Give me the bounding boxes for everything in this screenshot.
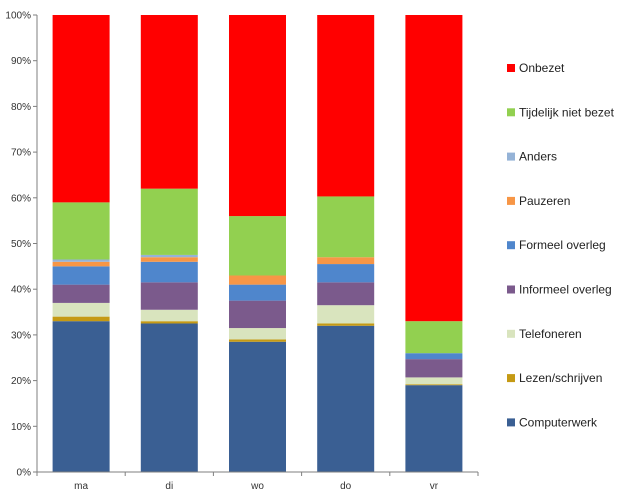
bar-segment-vr-3: [405, 359, 463, 378]
legend-swatch: [507, 152, 515, 161]
legend-label: Anders: [519, 150, 557, 164]
bar-segment-vr-4: [405, 353, 463, 360]
legend-label: Telefoneren: [519, 327, 582, 341]
bar-segment-vr-2: [405, 377, 463, 385]
bar-segment-di-8: [140, 15, 198, 189]
x-tick-label: ma: [74, 481, 88, 492]
legend-swatch: [507, 196, 515, 205]
bar-segment-di-2: [140, 309, 198, 322]
legend-label: Informeel overleg: [519, 283, 612, 297]
bar-segment-ma-2: [52, 302, 110, 317]
y-tick-label: 100%: [5, 11, 31, 22]
bar-segment-wo-7: [229, 216, 286, 276]
bar-segment-vr-8: [405, 15, 463, 322]
legend-swatch: [507, 241, 515, 250]
bar-segment-do-1: [317, 323, 375, 326]
bar-segment-wo-5: [229, 275, 286, 285]
bar-segment-do-4: [317, 264, 375, 283]
bar-segment-vr-0: [405, 385, 463, 472]
legend-label: Lezen/schrijven: [519, 371, 602, 385]
bar-segment-di-7: [140, 188, 198, 255]
axes: ma di wo do vr 0% 10% 20% 30% 40% 50% 60% 70% 80% 90% 1…: [5, 11, 479, 492]
y-tick-label: 90%: [11, 56, 31, 67]
bar-segment-ma-6: [52, 259, 110, 262]
bar-segment-di-6: [140, 254, 198, 258]
y-tick-label: 0%: [17, 468, 32, 479]
y-tick-label: 60%: [11, 193, 31, 204]
legend-label: Tijdelijk niet bezet: [519, 105, 615, 119]
bar-segment-ma-5: [52, 261, 110, 267]
bar-segment-ma-3: [52, 284, 110, 303]
bar-segment-di-4: [140, 261, 198, 283]
y-tick-label: 10%: [11, 422, 31, 433]
bar-segment-ma-0: [52, 321, 110, 472]
y-tick-label: 50%: [11, 239, 31, 250]
bar-segment-do-5: [317, 257, 375, 265]
plot-area: [52, 15, 463, 472]
x-tick-label: do: [340, 481, 352, 492]
bar-segment-wo-0: [229, 341, 286, 472]
x-tick-label: wo: [250, 481, 264, 492]
legend-label: Onbezet: [519, 61, 565, 75]
bar-segment-vr-7: [405, 321, 463, 354]
legend-swatch: [507, 108, 515, 117]
legend-swatch: [507, 285, 515, 294]
bar-segment-di-1: [140, 321, 198, 324]
legend-swatch: [507, 329, 515, 338]
y-tick-label: 20%: [11, 376, 31, 387]
y-tick-label: 80%: [11, 102, 31, 113]
x-tick-label: vr: [430, 481, 439, 492]
bar-segment-wo-2: [229, 328, 286, 340]
y-tick-label: 40%: [11, 285, 31, 296]
bar-segment-do-0: [317, 325, 375, 472]
bar-segment-wo-4: [229, 284, 286, 301]
legend-swatch: [507, 374, 515, 383]
bar-segment-di-0: [140, 323, 198, 472]
legend-label: Formeel overleg: [519, 238, 606, 252]
bar-segment-vr-1: [405, 384, 463, 386]
bar-segment-ma-1: [52, 316, 110, 322]
legend-label: Computerwerk: [519, 415, 598, 429]
bar-segment-wo-3: [229, 300, 286, 329]
x-tick-label: di: [165, 481, 173, 492]
bar-segment-do-2: [317, 305, 375, 324]
y-tick-label: 70%: [11, 148, 31, 159]
bar-segment-do-7: [317, 196, 375, 258]
legend-swatch: [507, 64, 515, 72]
bar-segment-ma-7: [52, 202, 110, 260]
bar-segment-ma-8: [52, 15, 110, 203]
bar-segment-do-3: [317, 282, 375, 306]
bar-segment-ma-4: [52, 266, 110, 285]
bar-segment-wo-8: [229, 15, 286, 217]
y-tick-label: 30%: [11, 330, 31, 341]
legend: Onbezet Tijdelijk niet bezet Anders Pauzere…: [507, 61, 615, 429]
bar-segment-di-5: [140, 257, 198, 262]
legend-label: Pauzeren: [519, 194, 570, 208]
bar-segment-wo-1: [229, 339, 286, 342]
bar-segment-di-3: [140, 282, 198, 310]
legend-swatch: [507, 418, 515, 427]
bar-segment-do-8: [317, 15, 375, 197]
